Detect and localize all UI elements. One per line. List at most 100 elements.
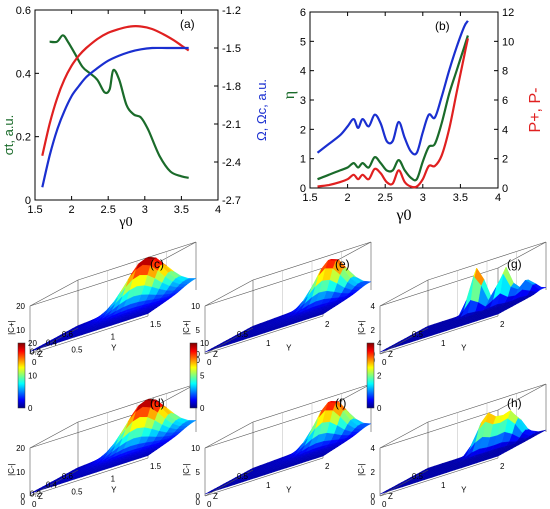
x-axis-title: Z bbox=[38, 492, 43, 501]
y-left-axis-title: σt, a.u. bbox=[1, 115, 16, 156]
plot-frame bbox=[309, 11, 499, 189]
colorbar-tick-label: 4 bbox=[377, 339, 382, 348]
z-tick-label: 5 bbox=[196, 326, 201, 335]
colorbar-tick-label: 10 bbox=[200, 339, 209, 348]
x-tick-label: 0.5 bbox=[237, 330, 249, 339]
box-edge bbox=[379, 469, 429, 497]
y-tick-label: 2 bbox=[500, 320, 505, 329]
y-tick-label: 0.5 bbox=[71, 487, 83, 496]
x-tick-label: 1.5 bbox=[302, 192, 317, 204]
colorbar-2: 0 2 4 bbox=[366, 339, 382, 413]
panel-label: (f) bbox=[335, 396, 346, 410]
series-line-1 bbox=[317, 35, 469, 182]
x-tick-label: 1.5 bbox=[27, 204, 42, 216]
y-right-tick-label: 8 bbox=[502, 66, 508, 78]
y-right-tick-label: -2.7 bbox=[222, 195, 241, 207]
x-tick-label: 0 bbox=[196, 356, 201, 365]
y-left-tick-label: 0.6 bbox=[16, 5, 31, 17]
box-edge bbox=[29, 469, 79, 497]
panel-label: (c) bbox=[150, 257, 164, 271]
x-axis-title: γ0 bbox=[118, 215, 132, 230]
y-axis-title: Y bbox=[461, 485, 467, 494]
z-axis-title: |C+| bbox=[7, 320, 16, 335]
y-right-tick-label: 2 bbox=[502, 154, 508, 166]
series-line-2 bbox=[41, 46, 189, 188]
x-tick-label: 3 bbox=[420, 192, 426, 204]
series-line-0 bbox=[49, 34, 189, 179]
box-edge bbox=[204, 421, 254, 449]
y-tick-label: 1.5 bbox=[150, 320, 162, 329]
panel-label: (e) bbox=[335, 257, 350, 271]
box-edge bbox=[379, 421, 429, 449]
y-right-tick-label: -1.5 bbox=[222, 43, 241, 55]
box-edge bbox=[379, 327, 429, 355]
x-tick-label: 0.6 bbox=[62, 472, 74, 481]
z-tick-label: 0 bbox=[196, 492, 201, 501]
box-edge bbox=[29, 267, 149, 307]
z-axis-title: |C+| bbox=[357, 320, 366, 335]
colorbar-tick-label: 10 bbox=[28, 372, 37, 381]
x-tick-label: 3.5 bbox=[174, 204, 189, 216]
x-axis-title: Z bbox=[388, 492, 393, 501]
y-tick-label: 0 bbox=[382, 358, 387, 367]
box-edge bbox=[204, 469, 254, 497]
z-tick-label: 2 bbox=[371, 468, 376, 477]
box-edge bbox=[204, 457, 324, 497]
y-right-tick-label: 4 bbox=[502, 124, 508, 136]
x-tick-label: 0.5 bbox=[237, 472, 249, 481]
y-tick-label: 1 bbox=[111, 333, 116, 342]
x-tick-label: 3 bbox=[142, 204, 148, 216]
x-tick-label: 0.2 bbox=[30, 347, 42, 356]
y-right-tick-label: -2.1 bbox=[222, 119, 241, 131]
x-axis-title: Z bbox=[388, 350, 393, 359]
y-axis-title: Y bbox=[111, 485, 117, 494]
box-edge bbox=[204, 267, 324, 307]
x-tick-label: 2.5 bbox=[378, 192, 393, 204]
x-tick-label: 0 bbox=[21, 498, 26, 507]
y-tick-label: 1 bbox=[266, 339, 271, 348]
x-tick-label: 2 bbox=[69, 204, 75, 216]
x-tick-label: 3.5 bbox=[453, 192, 468, 204]
colorbar-0: 0 10 20 bbox=[17, 339, 37, 413]
z-tick-label: 20 bbox=[16, 302, 25, 311]
box-edge bbox=[29, 409, 149, 449]
x-tick-label: 0 bbox=[371, 498, 376, 507]
panel-label: (g) bbox=[507, 257, 522, 271]
y-tick-label: 1 bbox=[441, 481, 446, 490]
y-tick-label: 1 bbox=[266, 481, 271, 490]
plot-frame bbox=[34, 9, 219, 201]
surface-patch bbox=[29, 347, 41, 352]
panel-label: (d) bbox=[150, 396, 165, 410]
box-edge bbox=[29, 315, 149, 355]
z-axis-title: |C+| bbox=[182, 320, 191, 335]
box-edge bbox=[379, 315, 499, 355]
z-tick-label: 0 bbox=[21, 492, 26, 501]
x-tick-label: 0.4 bbox=[46, 339, 58, 348]
y-left-tick-label: 6 bbox=[300, 7, 306, 19]
y-tick-label: 0 bbox=[207, 358, 212, 367]
box-edge bbox=[497, 241, 547, 269]
z-tick-label: 0 bbox=[196, 350, 201, 359]
z-tick-label: 4 bbox=[371, 444, 376, 453]
x-axis-title: Z bbox=[213, 492, 218, 501]
colorbar-tick-label: 2 bbox=[377, 372, 382, 381]
panel-label: (h) bbox=[507, 396, 522, 410]
x-axis-title: γ0 bbox=[395, 207, 411, 224]
series-line-0 bbox=[316, 20, 469, 156]
y-right-axis-title: P+, P- bbox=[527, 88, 544, 133]
z-axis-title: |C-| bbox=[7, 463, 16, 476]
series-line-1 bbox=[41, 25, 190, 156]
x-tick-label: 0.5 bbox=[412, 472, 424, 481]
y-left-tick-label: 0 bbox=[25, 195, 31, 207]
y-right-axis-title: Ω, Ωc, a.u. bbox=[254, 79, 269, 141]
panel-a: 1.5 2 2.5 3 3.5 4 0 0.2 0.4 0.6 -2.7 -2.4 -2.1 -1.8 -1… bbox=[1, 5, 269, 230]
z-axis-title: |C-| bbox=[182, 463, 191, 476]
y-tick-label: 0 bbox=[382, 500, 387, 509]
y-tick-label: 2 bbox=[500, 462, 505, 471]
z-tick-label: 10 bbox=[191, 302, 200, 311]
x-axis-title: Z bbox=[213, 350, 218, 359]
